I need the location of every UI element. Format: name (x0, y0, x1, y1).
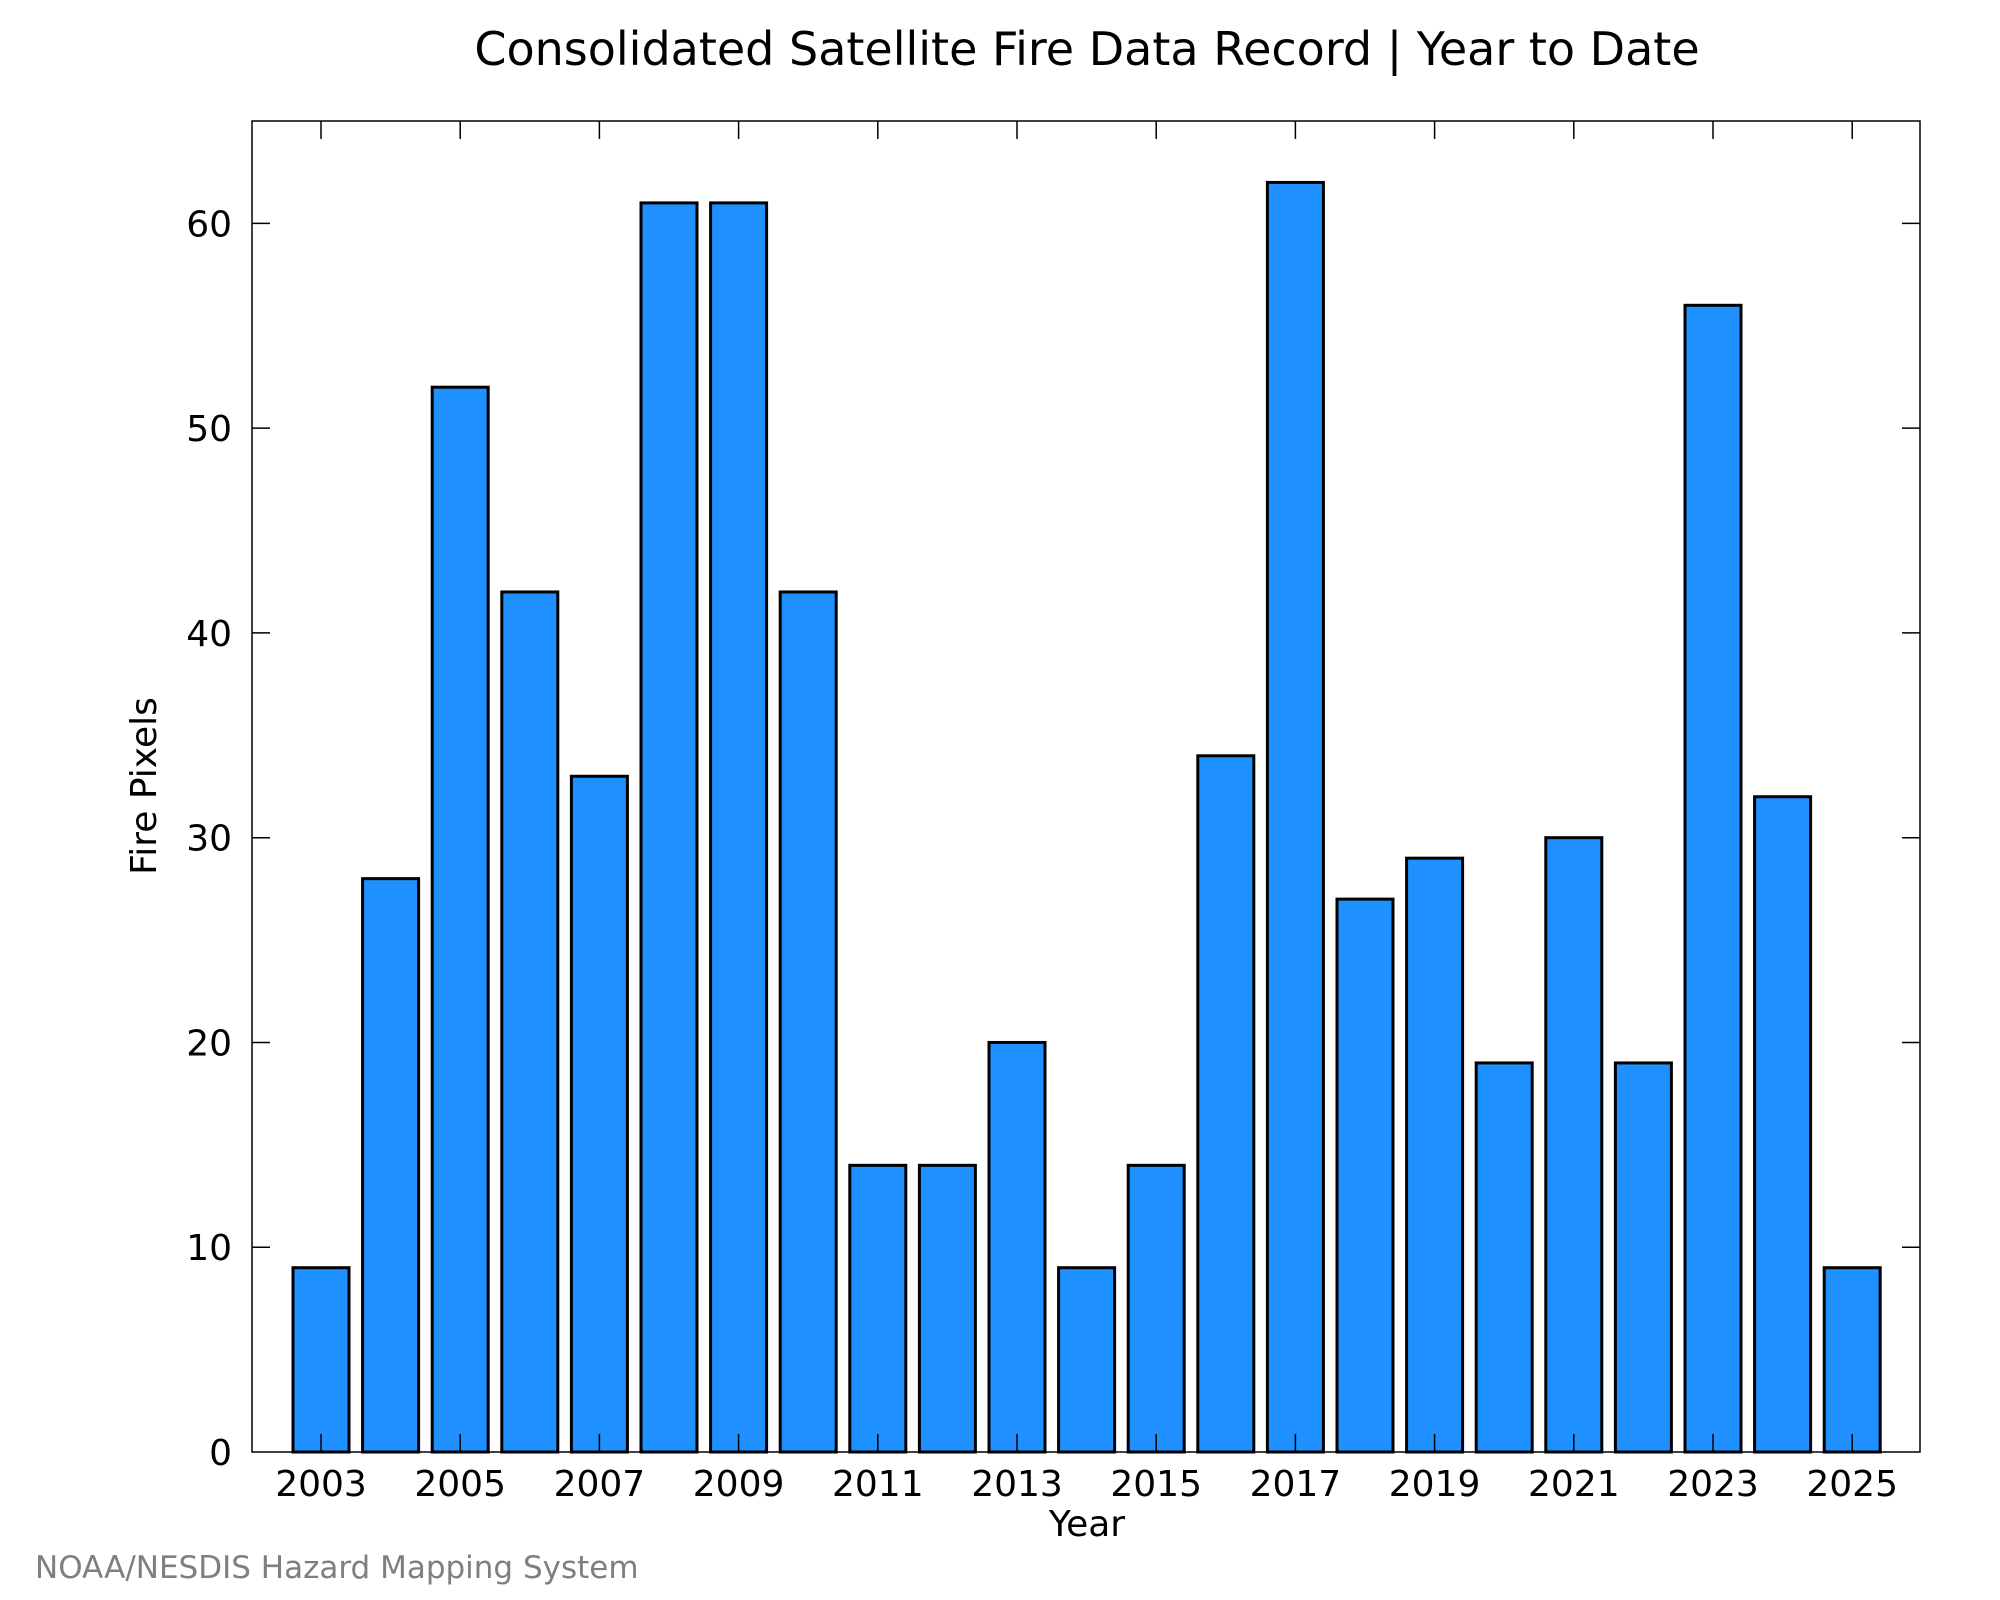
y-axis-ticks: 0 10 20 30 40 50 60 (186, 204, 1920, 1474)
bar-2012 (917, 1163, 977, 1454)
x-tick-label-2005: 2005 (414, 1464, 506, 1505)
bar-2024 (1753, 795, 1813, 1454)
x-tick-label-2013: 2013 (971, 1464, 1063, 1505)
bar-2005 (430, 385, 490, 1454)
bar-2022 (1613, 1061, 1673, 1454)
y-tick-label-10: 10 (186, 1228, 232, 1269)
bar-2013 (987, 1040, 1047, 1454)
bar-2019 (1405, 856, 1465, 1454)
y-tick-label-50: 50 (186, 409, 232, 450)
bar-2008 (639, 201, 699, 1454)
bar-2006 (500, 590, 560, 1454)
x-axis-ticks: 2003 2005 2007 2009 2011 2013 2015 2017 2019 2021… (275, 121, 1898, 1505)
y-tick-label-60: 60 (186, 204, 232, 245)
bar-2010 (778, 590, 838, 1454)
x-tick-label-2025: 2025 (1806, 1464, 1898, 1505)
x-tick-label-2015: 2015 (1110, 1464, 1202, 1505)
bar-2007 (569, 774, 629, 1454)
y-tick-label-20: 20 (186, 1023, 232, 1064)
bar-2017 (1265, 180, 1325, 1454)
bar-2003 (291, 1266, 351, 1454)
bar-2016 (1196, 754, 1256, 1454)
y-tick-label-30: 30 (186, 819, 232, 860)
x-tick-label-2007: 2007 (554, 1464, 646, 1505)
bar-2018 (1335, 897, 1395, 1454)
y-axis-label: Fire Pixels (124, 697, 165, 875)
bars-layer (291, 180, 1882, 1454)
bar-2020 (1474, 1061, 1534, 1454)
x-tick-label-2019: 2019 (1389, 1464, 1481, 1505)
x-tick-label-2023: 2023 (1667, 1464, 1759, 1505)
y-tick-label-40: 40 (186, 614, 232, 655)
x-axis-label: Year (1048, 1504, 1125, 1545)
chart-title: Consolidated Satellite Fire Data Record … (474, 22, 1699, 77)
y-tick-label-0: 0 (209, 1433, 232, 1474)
x-tick-label-2021: 2021 (1528, 1464, 1620, 1505)
bar-2011 (848, 1163, 908, 1454)
credit-text: NOAA/NESDIS Hazard Mapping System (35, 1550, 639, 1586)
bar-2004 (361, 877, 421, 1454)
bar-2015 (1126, 1163, 1186, 1454)
x-tick-label-2017: 2017 (1250, 1464, 1342, 1505)
bar-2023 (1683, 303, 1743, 1454)
bar-2014 (1057, 1266, 1117, 1454)
plot-frame (251, 120, 1921, 1453)
x-tick-label-2003: 2003 (275, 1464, 367, 1505)
bar-2021 (1544, 836, 1604, 1454)
x-tick-label-2011: 2011 (832, 1464, 924, 1505)
bar-2025 (1822, 1266, 1882, 1454)
x-tick-label-2009: 2009 (693, 1464, 785, 1505)
bar-2009 (709, 201, 769, 1454)
